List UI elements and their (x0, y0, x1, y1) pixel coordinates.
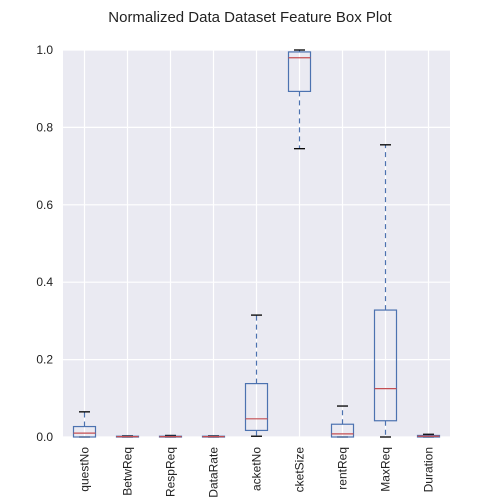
y-tick-label: 0.6 (36, 198, 53, 212)
box-RespReq (158, 434, 183, 438)
box-questNo (72, 411, 97, 438)
x-tick-label: RespReq (164, 447, 178, 497)
box-BetwReq (115, 435, 140, 438)
iqr-box (287, 51, 312, 93)
boxes (72, 49, 441, 438)
box-cketSize (287, 49, 312, 150)
y-tick-label: 0.2 (36, 353, 53, 367)
x-tick-label: questNo (78, 447, 92, 492)
x-tick-label: acketNo (250, 447, 264, 491)
box-Duration (416, 433, 441, 438)
y-tick-label: 0.8 (36, 120, 53, 134)
iqr-box (330, 423, 355, 438)
chart-title: Normalized Data Dataset Feature Box Plot (108, 9, 392, 26)
box-rentReq (330, 405, 355, 438)
iqr-box (373, 309, 398, 422)
y-tick-label: 0.4 (36, 275, 53, 289)
x-tick-label: rentReq (336, 447, 350, 490)
x-tick-label: Duration (422, 447, 436, 492)
box-MaxReq (373, 144, 398, 438)
y-axis-ticks: 0.0 0.2 0.4 0.6 0.8 1.0 (36, 43, 53, 444)
iqr-box (72, 425, 97, 438)
iqr-box (244, 382, 269, 432)
x-tick-label: MaxReq (379, 447, 393, 492)
y-tick-label: 1.0 (36, 43, 53, 57)
x-axis-ticks: questNo BetwReq RespReq DataRate acketNo cket… (78, 447, 436, 498)
box-DataRate (201, 435, 226, 438)
x-tick-label: cketSize (293, 447, 307, 493)
x-tick-label: DataRate (207, 447, 221, 498)
box-acketNo (244, 314, 269, 437)
y-tick-label: 0.0 (36, 430, 53, 444)
x-tick-label: BetwReq (121, 447, 135, 496)
